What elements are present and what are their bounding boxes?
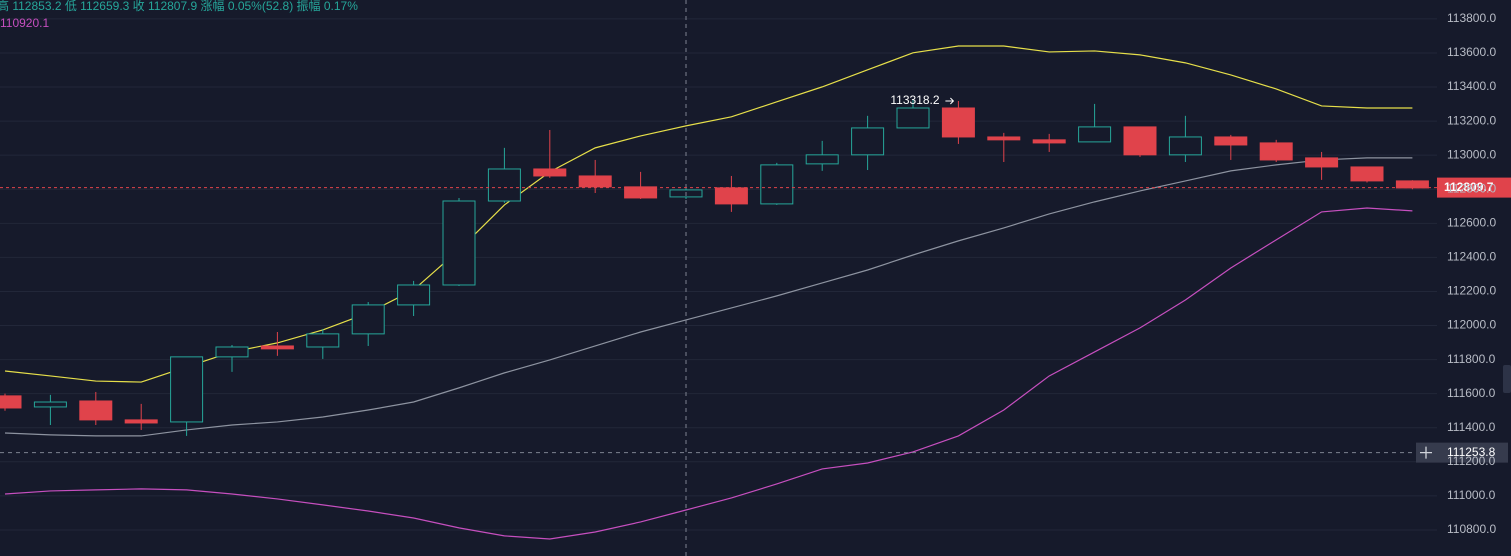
y-tick-label: 111000.0 — [1447, 488, 1496, 502]
y-tick-label: 112200.0 — [1447, 284, 1496, 298]
candle-body — [397, 284, 431, 306]
candle-body — [0, 395, 22, 409]
candle-body — [805, 154, 839, 165]
candles — [0, 99, 1429, 436]
candle-body — [987, 136, 1021, 141]
y-tick-label: 111400.0 — [1447, 420, 1496, 434]
candle-body — [896, 107, 930, 129]
candle-body — [170, 356, 204, 423]
band-line — [4, 157, 1413, 437]
y-tick-label: 112600.0 — [1447, 215, 1496, 229]
candle-body — [1078, 126, 1112, 143]
last-price: 112809.7 — [1444, 180, 1494, 194]
candle-body — [1395, 180, 1429, 189]
candle-body — [442, 200, 476, 286]
candle-body — [1123, 126, 1157, 156]
candle-body — [306, 333, 340, 348]
crosshair-plus — [1420, 446, 1432, 459]
y-tick-label: 110800.0 — [1447, 522, 1496, 536]
indicator-value: 110920.1 — [0, 16, 49, 30]
candle-body — [1214, 136, 1248, 146]
y-tick-label: 113200.0 — [1447, 113, 1496, 127]
crosshair-label-box — [1416, 442, 1508, 463]
candle-body — [1350, 166, 1384, 182]
candle-body — [351, 304, 385, 335]
y-tick-label: 111800.0 — [1447, 352, 1496, 366]
candle-body — [1168, 136, 1202, 156]
candle-body — [851, 127, 885, 156]
y-tick-label: 111200.0 — [1447, 454, 1496, 468]
side-tab[interactable] — [1503, 365, 1511, 393]
y-tick-label: 112400.0 — [1447, 250, 1496, 264]
y-tick-label: 113800.0 — [1447, 11, 1496, 25]
max-arrow — [945, 97, 955, 105]
y-tick-label: 113000.0 — [1447, 147, 1496, 161]
candle-body — [1259, 142, 1293, 161]
y-tick-label: 111600.0 — [1447, 386, 1496, 400]
crosshair-price: 111253.8 — [1447, 445, 1496, 459]
y-tick-label: 112000.0 — [1447, 318, 1496, 332]
candle-body — [578, 175, 612, 188]
header-stats: 高 112853.2 低 112659.3 收 112807.9 涨幅 0.05… — [0, 0, 358, 13]
candle-body — [33, 401, 67, 408]
candle-body — [1305, 157, 1339, 168]
candle-body — [79, 400, 113, 421]
candle-body — [760, 164, 794, 205]
candle-body — [941, 107, 975, 138]
candle-body — [1032, 139, 1066, 144]
candle-body — [533, 168, 567, 177]
candle-body — [215, 346, 249, 358]
candle-body — [487, 168, 521, 202]
y-tick-label: 113600.0 — [1447, 45, 1496, 59]
candle-body — [624, 186, 658, 199]
max-price-label: 113318.2 — [890, 93, 939, 107]
last-price-box — [1437, 177, 1511, 198]
candle-body — [714, 187, 748, 205]
band-line — [4, 207, 1413, 540]
candle-body — [124, 419, 158, 424]
y-tick-label: 112800.0 — [1447, 181, 1496, 195]
candle-body — [260, 345, 294, 350]
y-tick-label: 113400.0 — [1447, 79, 1496, 93]
